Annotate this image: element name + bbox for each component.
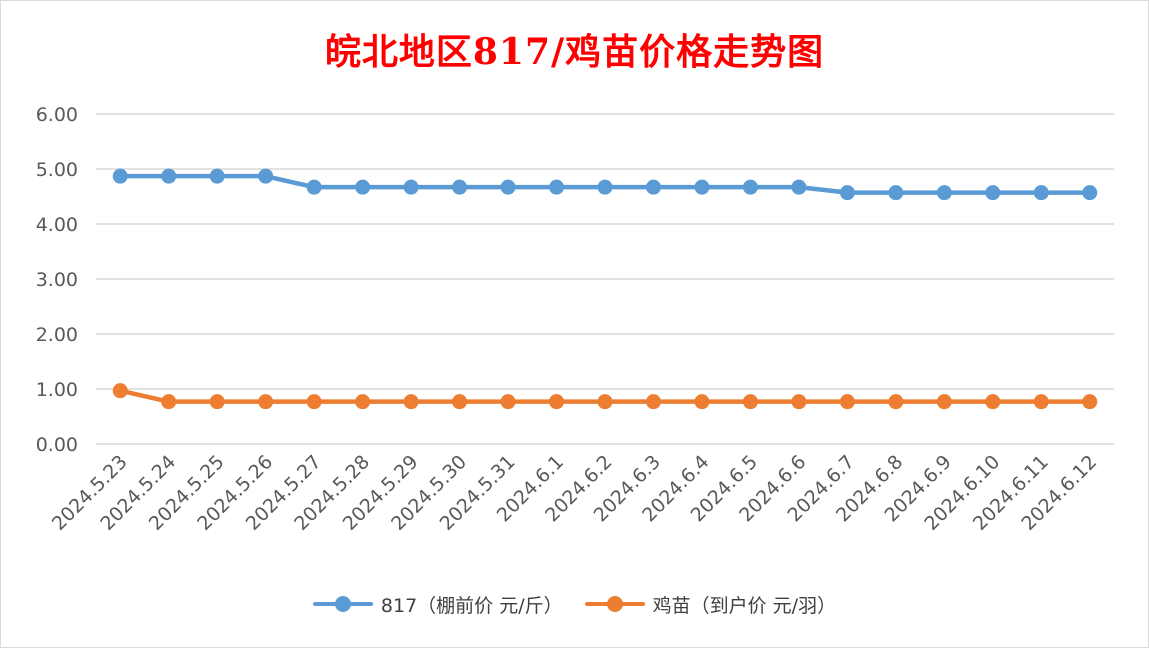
data-point-s0-13	[742, 179, 758, 195]
legend-item-chick: 鸡苗（到户价 元/羽）	[584, 589, 837, 619]
y-tick-label: 3.00	[36, 269, 78, 291]
data-point-s1-9	[549, 394, 565, 410]
legend-label-chick: 鸡苗（到户价 元/羽）	[652, 594, 837, 617]
data-point-s1-7	[452, 394, 468, 410]
y-tick-label: 4.00	[36, 214, 78, 236]
data-point-s0-2	[209, 168, 225, 184]
y-tick-label: 2.00	[36, 324, 78, 346]
data-point-s1-4	[306, 394, 322, 410]
data-point-s0-1	[161, 168, 177, 184]
data-point-s1-6	[403, 394, 419, 410]
data-point-s1-11	[645, 394, 661, 410]
data-point-s1-1	[161, 394, 177, 410]
y-tick-label: 5.00	[36, 159, 78, 181]
legend-item-817: 817（棚前价 元/斤）	[312, 589, 563, 619]
data-point-s0-0	[112, 168, 128, 184]
y-tick-label: 1.00	[36, 379, 78, 401]
y-tick-label: 0.00	[36, 434, 78, 456]
data-point-s0-11	[645, 179, 661, 195]
data-point-s0-6	[403, 179, 419, 195]
data-point-s0-16	[888, 185, 904, 201]
data-point-s1-15	[839, 394, 855, 410]
data-point-s1-18	[985, 394, 1001, 410]
data-point-s1-10	[597, 394, 613, 410]
data-point-s0-8	[500, 179, 516, 195]
data-point-s0-9	[549, 179, 565, 195]
data-point-s1-14	[791, 394, 807, 410]
data-point-s1-8	[500, 394, 516, 410]
data-point-s1-12	[694, 394, 710, 410]
data-point-s0-14	[791, 179, 807, 195]
data-point-s0-17	[936, 185, 952, 201]
legend-swatch-817	[312, 589, 373, 619]
data-point-s0-12	[694, 179, 710, 195]
legend-label-817: 817（棚前价 元/斤）	[380, 594, 563, 617]
y-tick-label: 6.00	[36, 104, 78, 126]
data-point-s0-5	[355, 179, 371, 195]
data-point-s1-5	[355, 394, 371, 410]
data-point-s1-19	[1033, 394, 1049, 410]
data-point-s0-15	[839, 185, 855, 201]
chart-title: 皖北地区817/鸡苗价格走势图	[324, 31, 825, 73]
data-point-s1-20	[1082, 394, 1098, 410]
data-point-s1-0	[112, 383, 128, 399]
data-point-s1-16	[888, 394, 904, 410]
data-point-s0-10	[597, 179, 613, 195]
data-point-s0-20	[1082, 185, 1098, 201]
data-point-s1-13	[742, 394, 758, 410]
data-point-s1-2	[209, 394, 225, 410]
data-point-s0-4	[306, 179, 322, 195]
data-point-s0-7	[452, 179, 468, 195]
data-point-s1-3	[258, 394, 274, 410]
data-point-s1-17	[936, 394, 952, 410]
data-point-s0-3	[258, 168, 274, 184]
legend-swatch-chick	[584, 589, 645, 619]
data-point-s0-18	[985, 185, 1001, 201]
legend: 817（棚前价 元/斤） 鸡苗（到户价 元/羽）	[1, 589, 1148, 619]
data-point-s0-19	[1033, 185, 1049, 201]
